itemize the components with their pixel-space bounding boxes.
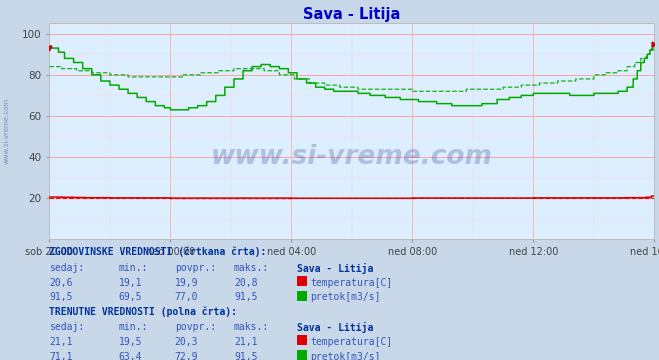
Text: ZGODOVINSKE VREDNOSTI (črtkana črta):: ZGODOVINSKE VREDNOSTI (črtkana črta): [49,246,267,257]
Text: 69,5: 69,5 [119,292,142,302]
Text: 21,1: 21,1 [234,337,258,347]
Text: 71,1: 71,1 [49,352,73,360]
Text: povpr.:: povpr.: [175,263,215,273]
Text: pretok[m3/s]: pretok[m3/s] [310,292,381,302]
Text: min.:: min.: [119,263,148,273]
Text: 20,6: 20,6 [49,278,73,288]
Text: 19,9: 19,9 [175,278,198,288]
Text: maks.:: maks.: [234,322,269,332]
Text: 21,1: 21,1 [49,337,73,347]
Text: 63,4: 63,4 [119,352,142,360]
Text: 91,5: 91,5 [234,352,258,360]
Text: min.:: min.: [119,322,148,332]
Text: 72,9: 72,9 [175,352,198,360]
Text: temperatura[C]: temperatura[C] [310,278,393,288]
Text: 91,5: 91,5 [234,292,258,302]
Text: www.si-vreme.com: www.si-vreme.com [211,144,493,170]
Title: Sava - Litija: Sava - Litija [303,7,401,22]
Text: Sava - Litija: Sava - Litija [297,263,373,274]
Text: TRENUTNE VREDNOSTI (polna črta):: TRENUTNE VREDNOSTI (polna črta): [49,307,237,317]
Text: sedaj:: sedaj: [49,322,84,332]
Text: 19,1: 19,1 [119,278,142,288]
Text: 19,5: 19,5 [119,337,142,347]
Text: Sava - Litija: Sava - Litija [297,322,373,333]
Text: www.si-vreme.com: www.si-vreme.com [3,98,10,165]
Text: sedaj:: sedaj: [49,263,84,273]
Text: maks.:: maks.: [234,263,269,273]
Text: 77,0: 77,0 [175,292,198,302]
Text: temperatura[C]: temperatura[C] [310,337,393,347]
Text: 20,3: 20,3 [175,337,198,347]
Text: pretok[m3/s]: pretok[m3/s] [310,352,381,360]
Text: 20,8: 20,8 [234,278,258,288]
Text: 91,5: 91,5 [49,292,73,302]
Text: povpr.:: povpr.: [175,322,215,332]
